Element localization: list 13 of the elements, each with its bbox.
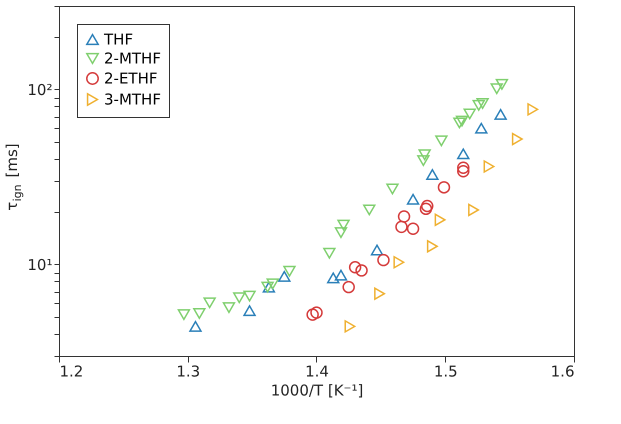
x-tick-label: 1.6: [550, 362, 574, 380]
legend-label: 3-MTHF: [104, 90, 161, 108]
x-axis-title: 1000/T [K⁻¹]: [270, 382, 364, 400]
y-tick-label: 10¹: [27, 256, 52, 274]
x-tick-label: 1.5: [434, 362, 458, 380]
legend-label: THF: [103, 30, 134, 48]
y-tick-label: 10²: [27, 80, 52, 99]
y-axis-title: τign [ms]: [3, 143, 24, 211]
x-tick-label: 1.2: [60, 362, 84, 380]
legend-label: 2-ETHF: [104, 70, 158, 88]
x-tick-label: 1.3: [176, 362, 200, 380]
x-tick-label: 1.4: [305, 362, 329, 380]
legend-label: 2-MTHF: [104, 50, 161, 68]
